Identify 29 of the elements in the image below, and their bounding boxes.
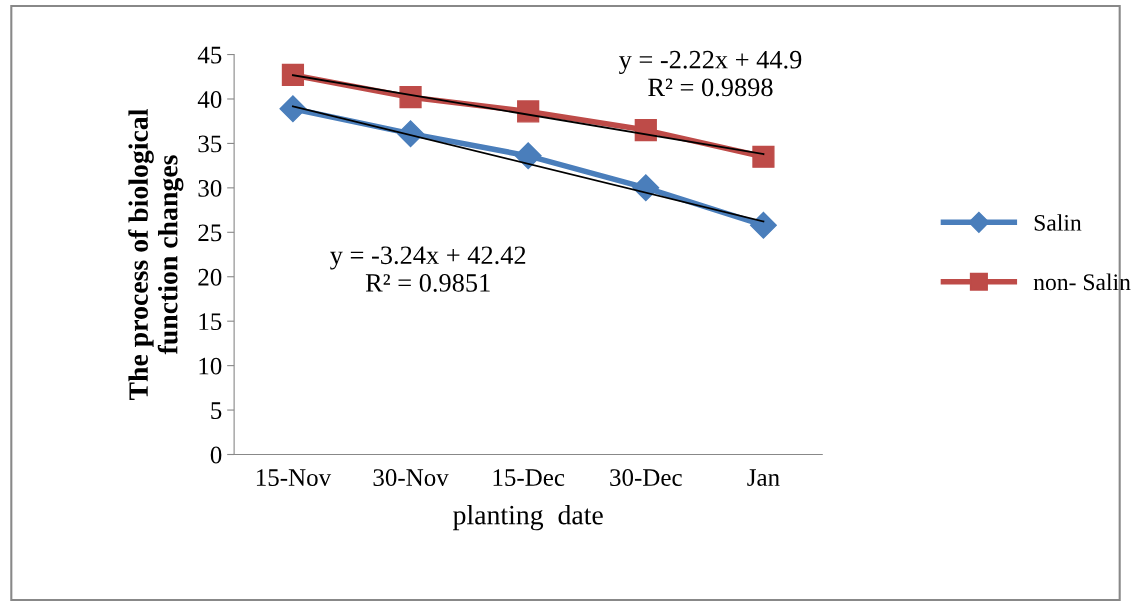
y-tick-label: 15 <box>199 313 222 331</box>
point <box>749 211 777 239</box>
y-tick-label: 45 <box>197 46 222 64</box>
x-tick-label: 15-Nov <box>256 469 332 486</box>
y-tick-label: 20 <box>198 268 222 286</box>
point <box>752 145 775 168</box>
point <box>279 95 307 123</box>
annotation: y = -3.24x + 42.42 R² = 0.9851 <box>330 246 526 292</box>
y-axis-title: The process of biological function changes <box>128 109 184 401</box>
y-tick-label: 0 <box>210 446 222 464</box>
x-tick-label: Jan <box>747 469 780 486</box>
point <box>517 100 540 123</box>
legend-label: Salin <box>1034 214 1082 231</box>
y-tick-label: 30 <box>198 179 222 197</box>
annotation: y = -2.22x + 44.9 R² = 0.9898 <box>618 50 802 97</box>
legend-label: non- Salin <box>1033 273 1131 291</box>
point <box>634 118 657 142</box>
x-axis-title: planting date <box>453 504 603 531</box>
y-tick-label: 25 <box>198 224 222 242</box>
y-tick-label: 40 <box>197 91 222 108</box>
x-tick-label: 30-Dec <box>610 469 682 486</box>
point <box>281 63 305 87</box>
y-tick-label: 35 <box>198 135 222 153</box>
x-tick-label: 30-Nov <box>373 469 449 486</box>
y-tick-label: 10 <box>199 357 222 375</box>
x-tick-label: 15-Dec <box>493 469 565 486</box>
point <box>514 142 542 170</box>
point <box>399 86 422 109</box>
y-tick-label: 5 <box>211 402 222 419</box>
